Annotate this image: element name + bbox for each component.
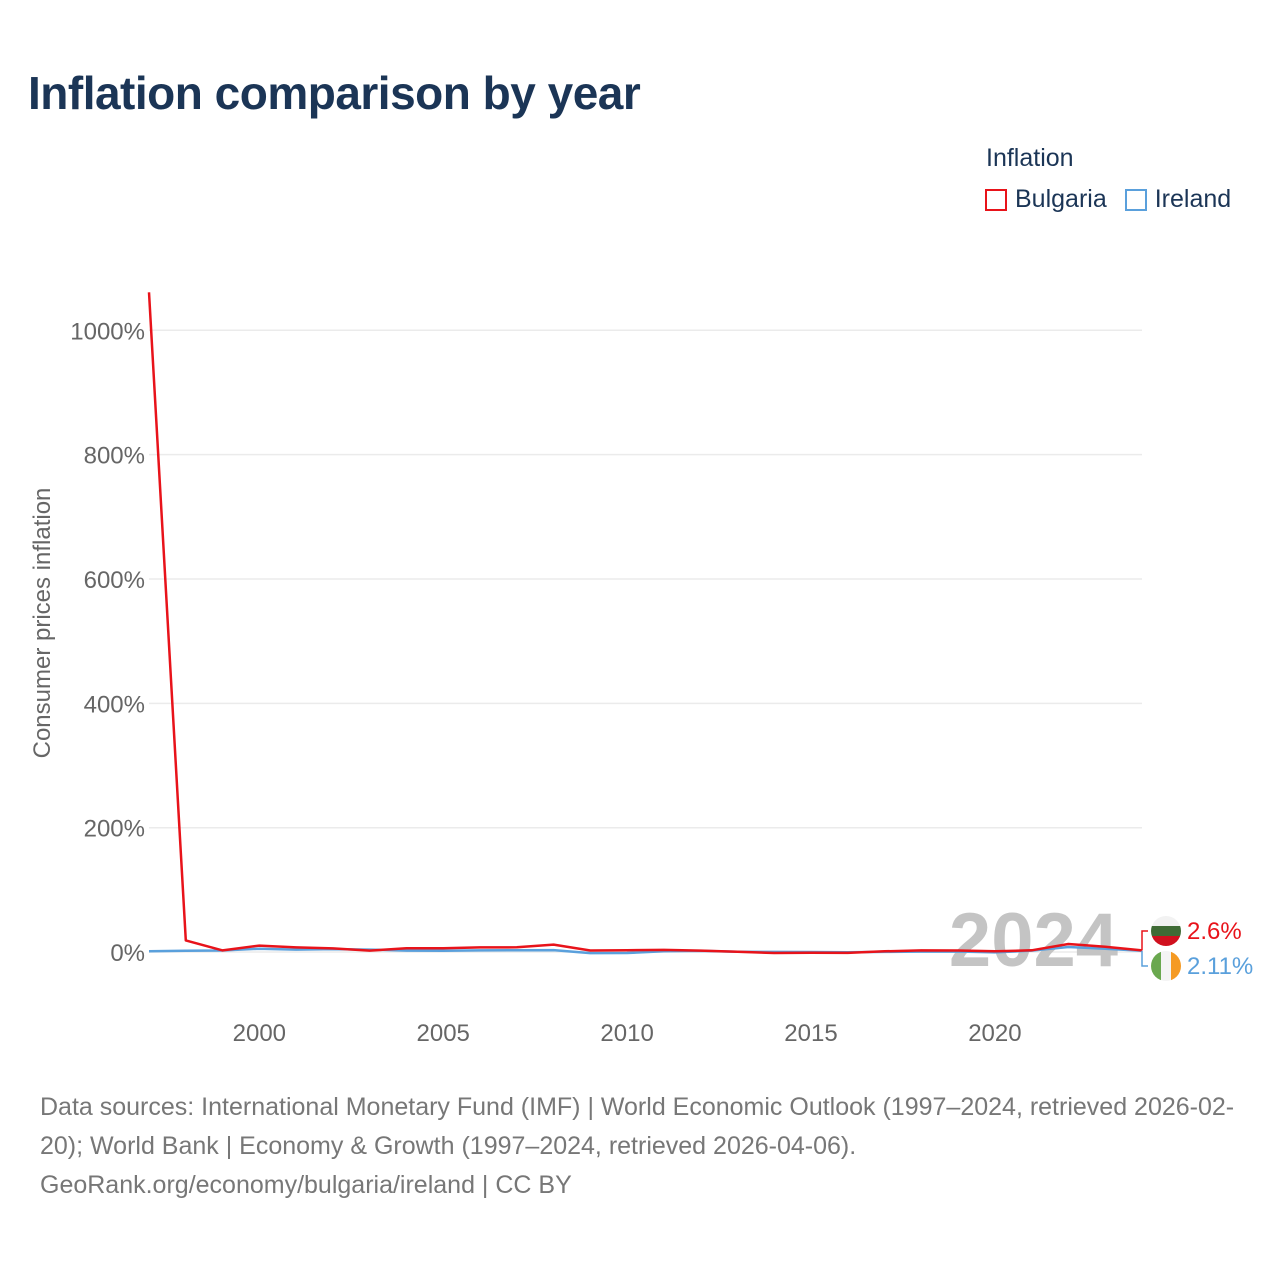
end-connector-bulgaria — [1141, 930, 1148, 951]
legend-title: Inflation — [986, 144, 1074, 172]
source-text: Data sources: International Monetary Fun… — [40, 1093, 1235, 1160]
end-label-bulgaria: 2.6% — [1187, 918, 1242, 945]
legend-label-ireland: Ireland — [1154, 185, 1232, 213]
y-tick-label-400: 400% — [84, 691, 145, 718]
y-tick-label-800: 800% — [84, 443, 145, 470]
y-axis-label: Consumer prices inflation — [29, 488, 56, 759]
x-tick-label-2015: 2015 — [784, 1020, 837, 1047]
x-axis-ticks: 2000 2005 2010 2015 2020 — [233, 1020, 1022, 1047]
flag-stripe-white — [1161, 951, 1171, 981]
source-link[interactable]: GeoRank.org/economy/bulgaria/ireland | C… — [40, 1171, 572, 1199]
flag-stripe-green — [1151, 951, 1161, 981]
x-tick-label-2005: 2005 — [417, 1020, 470, 1047]
legend-label-bulgaria: Bulgaria — [1015, 185, 1107, 213]
x-tick-label-2000: 2000 — [233, 1020, 286, 1047]
end-connector-ireland — [1141, 950, 1148, 967]
flag-stripe-green — [1151, 926, 1181, 936]
flag-stripe-red — [1151, 936, 1181, 946]
legend-item-ireland[interactable]: Ireland — [1124, 185, 1232, 214]
x-tick-label-2010: 2010 — [600, 1020, 653, 1047]
y-tick-label-1000: 1000% — [70, 318, 145, 345]
legend: Bulgaria Ireland — [985, 185, 1231, 214]
flag-stripe-orange — [1171, 951, 1181, 981]
end-label-ireland: 2.11% — [1187, 953, 1253, 980]
flag-ireland-icon — [1151, 951, 1181, 981]
series-lines — [147, 292, 1143, 955]
legend-item-bulgaria[interactable]: Bulgaria — [985, 185, 1107, 214]
y-tick-label-0: 0% — [110, 940, 145, 967]
grid-lines — [149, 329, 1142, 953]
year-watermark: 2024 — [949, 898, 1118, 983]
flag-bulgaria-icon — [1151, 916, 1181, 946]
y-tick-label-600: 600% — [84, 567, 145, 594]
y-tick-label-200: 200% — [84, 816, 145, 843]
source-note: Data sources: International Monetary Fun… — [40, 1088, 1250, 1205]
series-line-bulgaria — [147, 292, 1143, 955]
legend-swatch-bulgaria — [985, 188, 1007, 211]
legend-swatch-ireland — [1124, 188, 1147, 211]
y-axis-ticks: 0% 200% 400% 600% 800% 1000% — [70, 318, 145, 967]
x-tick-label-2020: 2020 — [968, 1020, 1021, 1047]
inflation-line-chart: 0% 200% 400% 600% 800% 1000% 2000 2005 2010 2015… — [29, 292, 1253, 1047]
flag-stripe-white — [1151, 916, 1181, 926]
end-markers: 2.6% 2.11% — [1141, 916, 1253, 981]
chart-title: Inflation comparison by year — [28, 67, 641, 119]
